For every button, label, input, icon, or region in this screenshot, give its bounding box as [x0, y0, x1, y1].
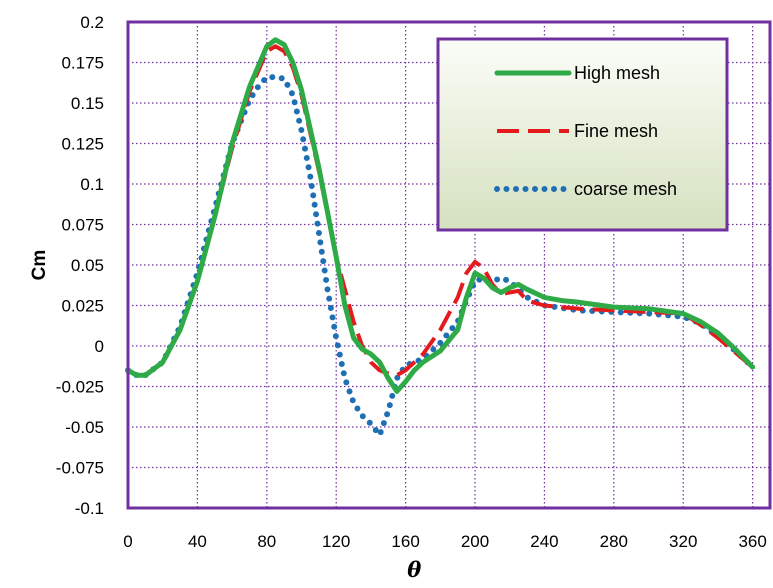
- x-tick-label: 80: [257, 532, 276, 551]
- x-tick-label: 40: [188, 532, 207, 551]
- y-tick-label: -0.025: [56, 378, 104, 397]
- x-tick-label: 160: [391, 532, 419, 551]
- x-tick-label: 360: [738, 532, 766, 551]
- y-tick-label: 0: [95, 337, 104, 356]
- x-tick-label: 0: [123, 532, 132, 551]
- y-tick-label: 0.025: [61, 297, 104, 316]
- x-axis-label: θ: [407, 557, 421, 582]
- y-tick-label: -0.1: [75, 499, 104, 518]
- y-tick-label: 0.175: [61, 54, 104, 73]
- x-tick-label: 240: [530, 532, 558, 551]
- y-tick-label: 0.125: [61, 135, 104, 154]
- x-tick-label: 320: [669, 532, 697, 551]
- y-tick-label: 0.15: [71, 94, 104, 113]
- legend-label: Fine mesh: [574, 121, 658, 141]
- legend-label: coarse mesh: [574, 179, 677, 199]
- y-tick-label: -0.075: [56, 459, 104, 478]
- y-axis-label: Cm: [29, 250, 50, 281]
- y-tick-label: 0.2: [80, 13, 104, 32]
- y-tick-label: 0.1: [80, 175, 104, 194]
- x-tick-label: 120: [322, 532, 350, 551]
- x-tick-label: 280: [600, 532, 628, 551]
- y-tick-label: -0.05: [65, 418, 104, 437]
- legend-label: High mesh: [574, 63, 660, 83]
- x-tick-label: 200: [461, 532, 489, 551]
- legend: High mesh Fine mesh coarse mesh: [438, 39, 727, 230]
- y-tick-label: 0.05: [71, 256, 104, 275]
- y-tick-label: 0.075: [61, 216, 104, 235]
